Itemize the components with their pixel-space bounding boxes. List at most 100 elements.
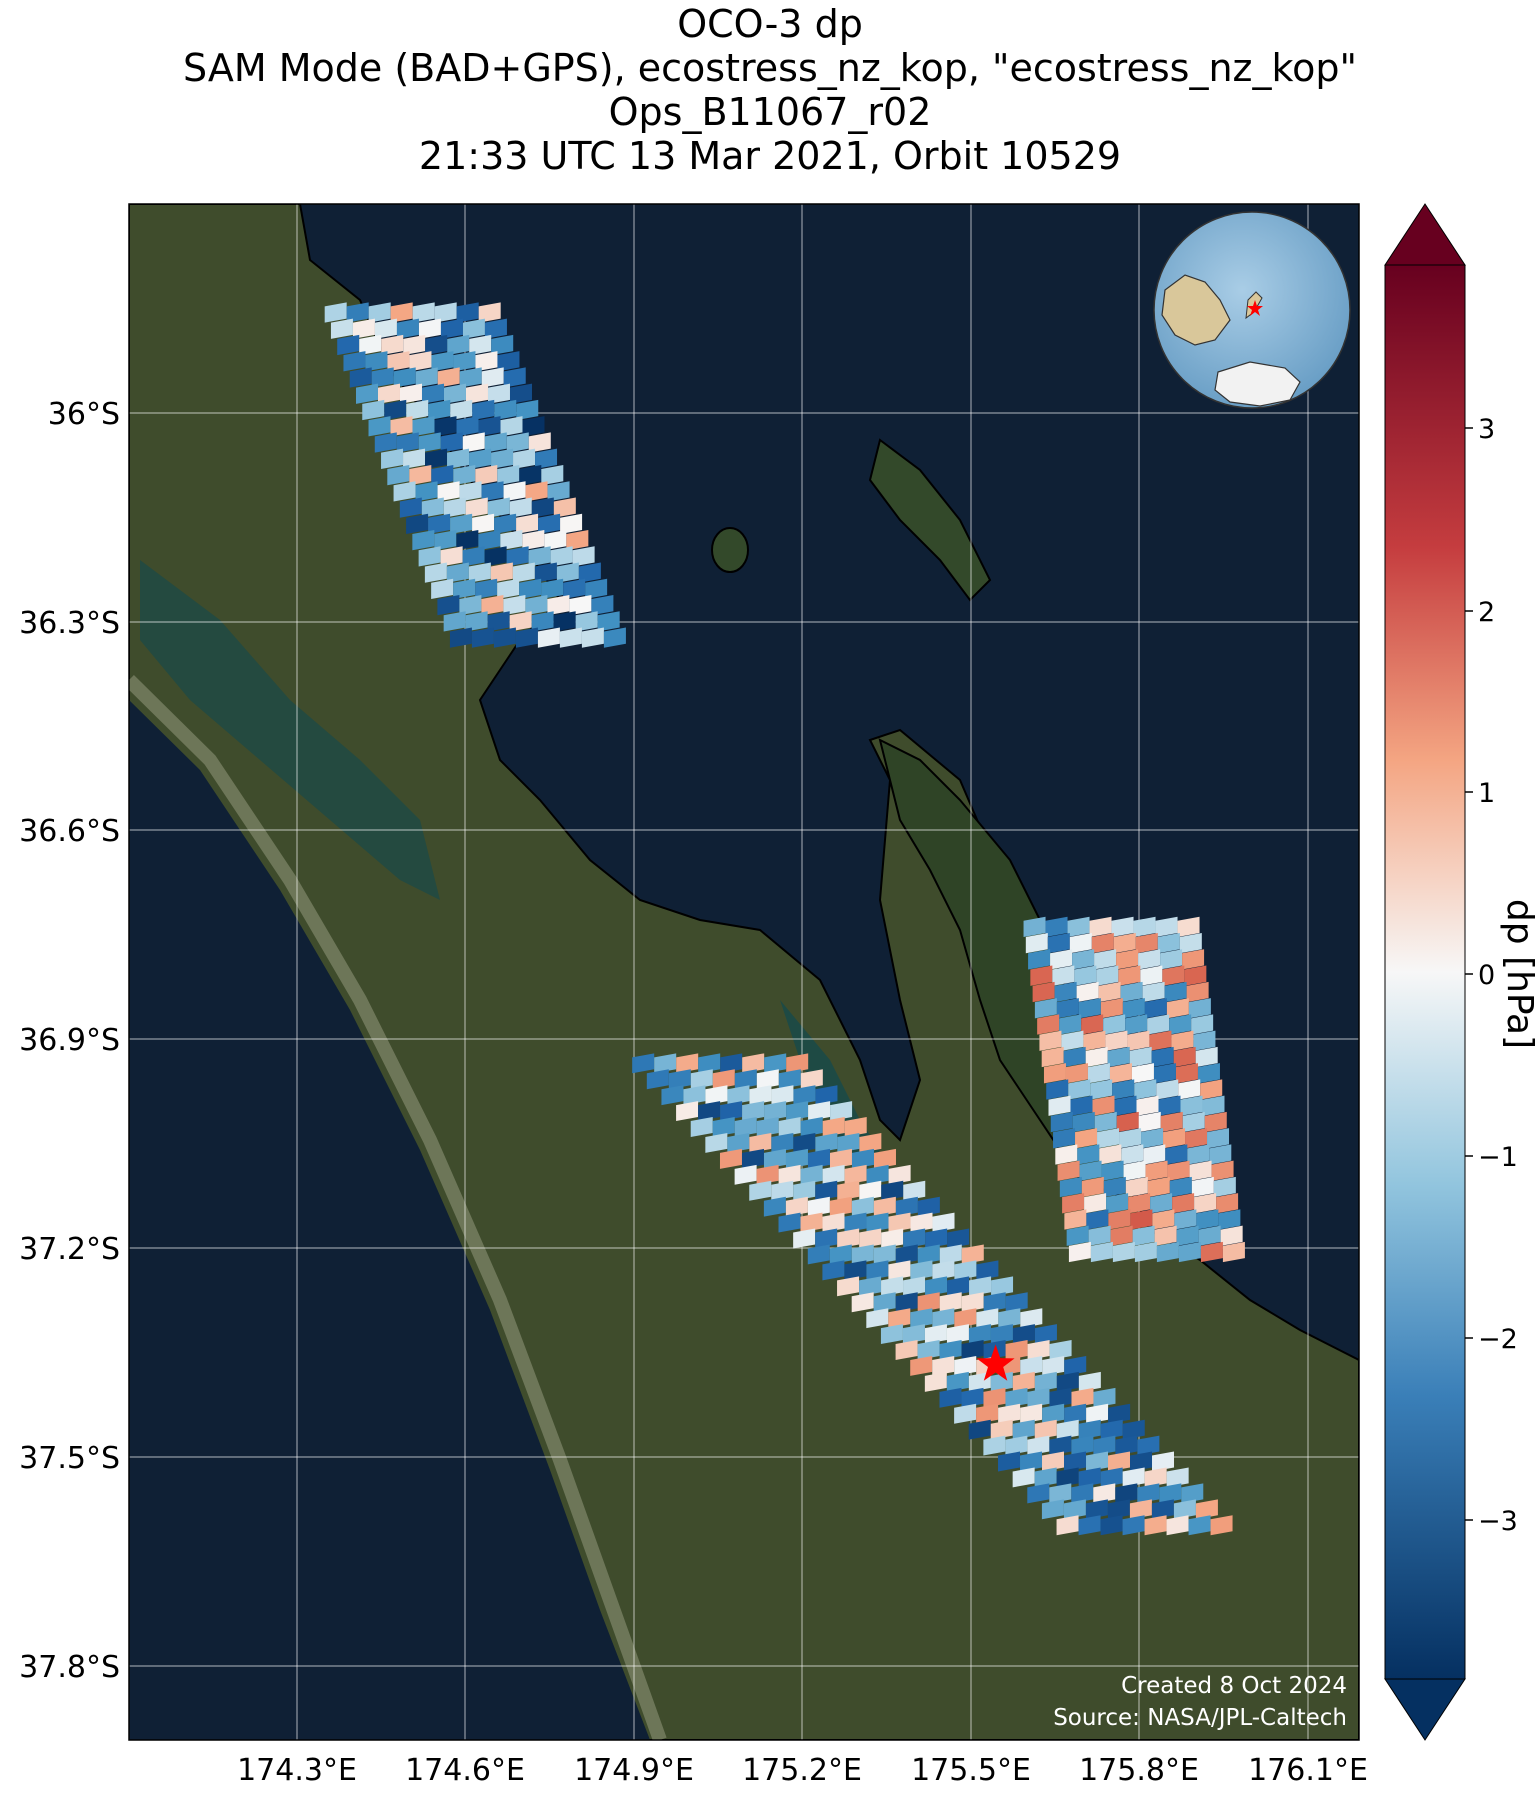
sounding-cell <box>1049 1340 1072 1360</box>
sounding-cell <box>374 318 397 339</box>
sounding-cell <box>462 318 485 339</box>
sounding-cell <box>1129 1499 1152 1520</box>
sounding-cell <box>961 1387 984 1408</box>
sounding-cell <box>1092 1095 1115 1116</box>
sounding-cell <box>519 578 542 599</box>
sounding-cell <box>1093 1387 1116 1408</box>
sounding-cell <box>756 1164 779 1185</box>
sounding-cell <box>954 1355 977 1376</box>
sounding-cell <box>873 1148 896 1169</box>
sounding-cell <box>976 1260 999 1281</box>
sounding-cell <box>932 1308 955 1329</box>
sounding-cell <box>412 416 435 437</box>
sounding-cell <box>475 464 498 486</box>
sounding-cell <box>465 611 488 632</box>
sounding-cell <box>1154 1225 1177 1246</box>
sounding-cell <box>497 578 520 599</box>
sounding-cell <box>888 1164 911 1185</box>
sounding-cell <box>1193 1030 1216 1051</box>
sounding-cell <box>1189 1160 1212 1181</box>
sounding-cell <box>917 1340 940 1360</box>
sounding-cell <box>1147 1014 1170 1035</box>
sounding-cell <box>998 1451 1021 1472</box>
sounding-cell <box>487 497 510 518</box>
sounding-cell <box>1032 981 1055 1003</box>
sounding-cell <box>1062 1193 1085 1214</box>
sounding-cell <box>1076 981 1099 1003</box>
sounding-cell <box>844 1164 867 1185</box>
sounding-cell <box>516 399 539 421</box>
sounding-cell <box>991 1276 1014 1297</box>
sounding-cell <box>428 399 451 421</box>
sounding-cell <box>1083 1030 1106 1051</box>
sounding-cell <box>494 399 517 421</box>
sounding-cell <box>756 1069 779 1090</box>
lat-tick: 36.9°S <box>19 1023 120 1058</box>
sounding-cell <box>387 464 410 486</box>
sounding-cell <box>578 562 601 583</box>
sounding-cell <box>1177 916 1200 938</box>
sounding-cell <box>1195 1046 1218 1068</box>
sounding-cell <box>515 627 538 648</box>
sounding-cell <box>1172 1193 1195 1214</box>
sounding-cell <box>487 383 510 404</box>
sounding-cell <box>556 562 579 583</box>
sounding-cell <box>406 513 429 534</box>
sounding-cell <box>528 432 551 453</box>
sounding-cell <box>484 546 507 567</box>
sounding-cell <box>412 302 435 323</box>
sounding-cell <box>910 1260 933 1281</box>
sounding-cell <box>1171 1030 1194 1051</box>
sounding-cell <box>888 1260 911 1281</box>
sounding-cell <box>1133 916 1156 938</box>
sounding-cell <box>349 367 372 388</box>
sounding-cell <box>1087 1063 1110 1084</box>
sounding-cell <box>513 448 536 469</box>
sounding-cell <box>822 1164 845 1185</box>
sounding-cell <box>829 1244 852 1265</box>
sounding-cell <box>778 1117 801 1137</box>
sounding-cell <box>1169 1014 1192 1035</box>
sounding-cell <box>377 383 400 404</box>
sounding-cell <box>1086 1451 1109 1472</box>
sounding-cell <box>932 1260 955 1281</box>
sounding-cell <box>815 1085 838 1106</box>
sounding-cell <box>1175 1063 1198 1084</box>
sounding-cell <box>1105 1030 1128 1051</box>
colorbar-tick: 3 <box>1478 414 1495 445</box>
sounding-cell <box>1116 949 1139 970</box>
sounding-cell <box>1167 1160 1190 1181</box>
sounding-cell <box>534 562 557 583</box>
antarctica-shape <box>1214 361 1301 407</box>
sounding-cell <box>1107 1499 1130 1520</box>
sounding-cell <box>1081 1176 1104 1198</box>
sounding-cell <box>1042 1403 1065 1424</box>
sounding-cell <box>1147 1176 1170 1198</box>
sounding-cell <box>1078 1371 1101 1392</box>
sounding-cell <box>734 1117 757 1137</box>
sounding-cell <box>793 1228 816 1249</box>
sounding-cell <box>1034 1419 1057 1440</box>
sounding-cell <box>1182 949 1205 970</box>
sounding-cell <box>1109 1063 1132 1084</box>
sounding-cell <box>459 594 482 616</box>
sounding-cell <box>1182 1111 1205 1133</box>
sounding-cell <box>917 1244 940 1265</box>
sounding-cell <box>1027 1387 1050 1408</box>
colorbar-label: dp [hPa] <box>1499 899 1540 1049</box>
sounding-cell <box>807 1148 830 1169</box>
sounding-cell <box>346 302 369 323</box>
sounding-cell <box>1075 1128 1098 1149</box>
sounding-cell <box>396 432 419 453</box>
sounding-cell <box>939 1292 962 1313</box>
sounding-cell <box>895 1340 918 1360</box>
sounding-cell <box>727 1085 750 1106</box>
sounding-cell <box>522 416 545 437</box>
sounding-cell <box>844 1260 867 1281</box>
sounding-cell <box>1195 1499 1218 1520</box>
sounding-cell <box>903 1228 926 1249</box>
sounding-cell <box>1151 1499 1174 1520</box>
sounding-cell <box>424 562 447 583</box>
swath-layer <box>324 302 1245 1536</box>
